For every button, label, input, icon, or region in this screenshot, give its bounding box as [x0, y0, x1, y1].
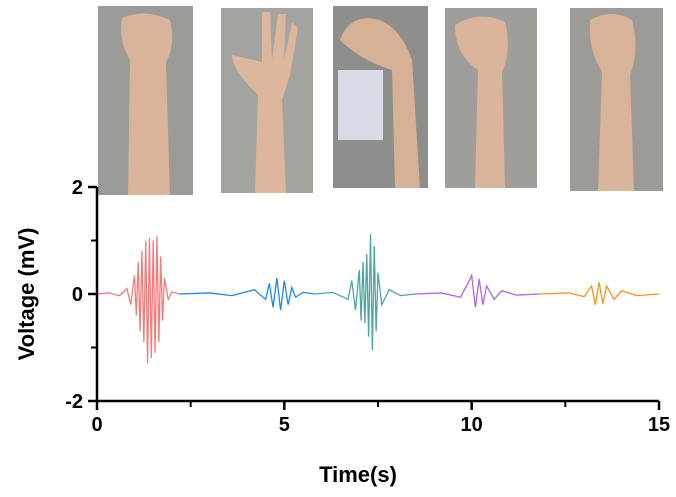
arm — [232, 12, 298, 193]
signal-line — [539, 282, 660, 305]
y-tick-label: 0 — [72, 284, 83, 306]
arm — [340, 18, 420, 188]
y-tick-label: 2 — [72, 177, 83, 199]
photo-box — [338, 70, 383, 140]
signal-line — [179, 277, 315, 311]
x-tick-label: 15 — [648, 414, 670, 436]
y-tick-label: -2 — [65, 391, 83, 413]
signal-line — [96, 236, 180, 364]
x-tick-label: 5 — [279, 414, 290, 436]
arm — [121, 13, 173, 196]
signal-line — [415, 272, 540, 308]
y-axis-title: Voltage (mV) — [14, 228, 39, 361]
x-tick-label: 0 — [91, 414, 102, 436]
arm — [455, 16, 508, 188]
arm — [589, 14, 636, 191]
x-tick-label: 10 — [461, 414, 483, 436]
photos — [98, 6, 663, 196]
x-axis-title: Time(s) — [319, 462, 397, 487]
signal-line — [314, 234, 416, 351]
